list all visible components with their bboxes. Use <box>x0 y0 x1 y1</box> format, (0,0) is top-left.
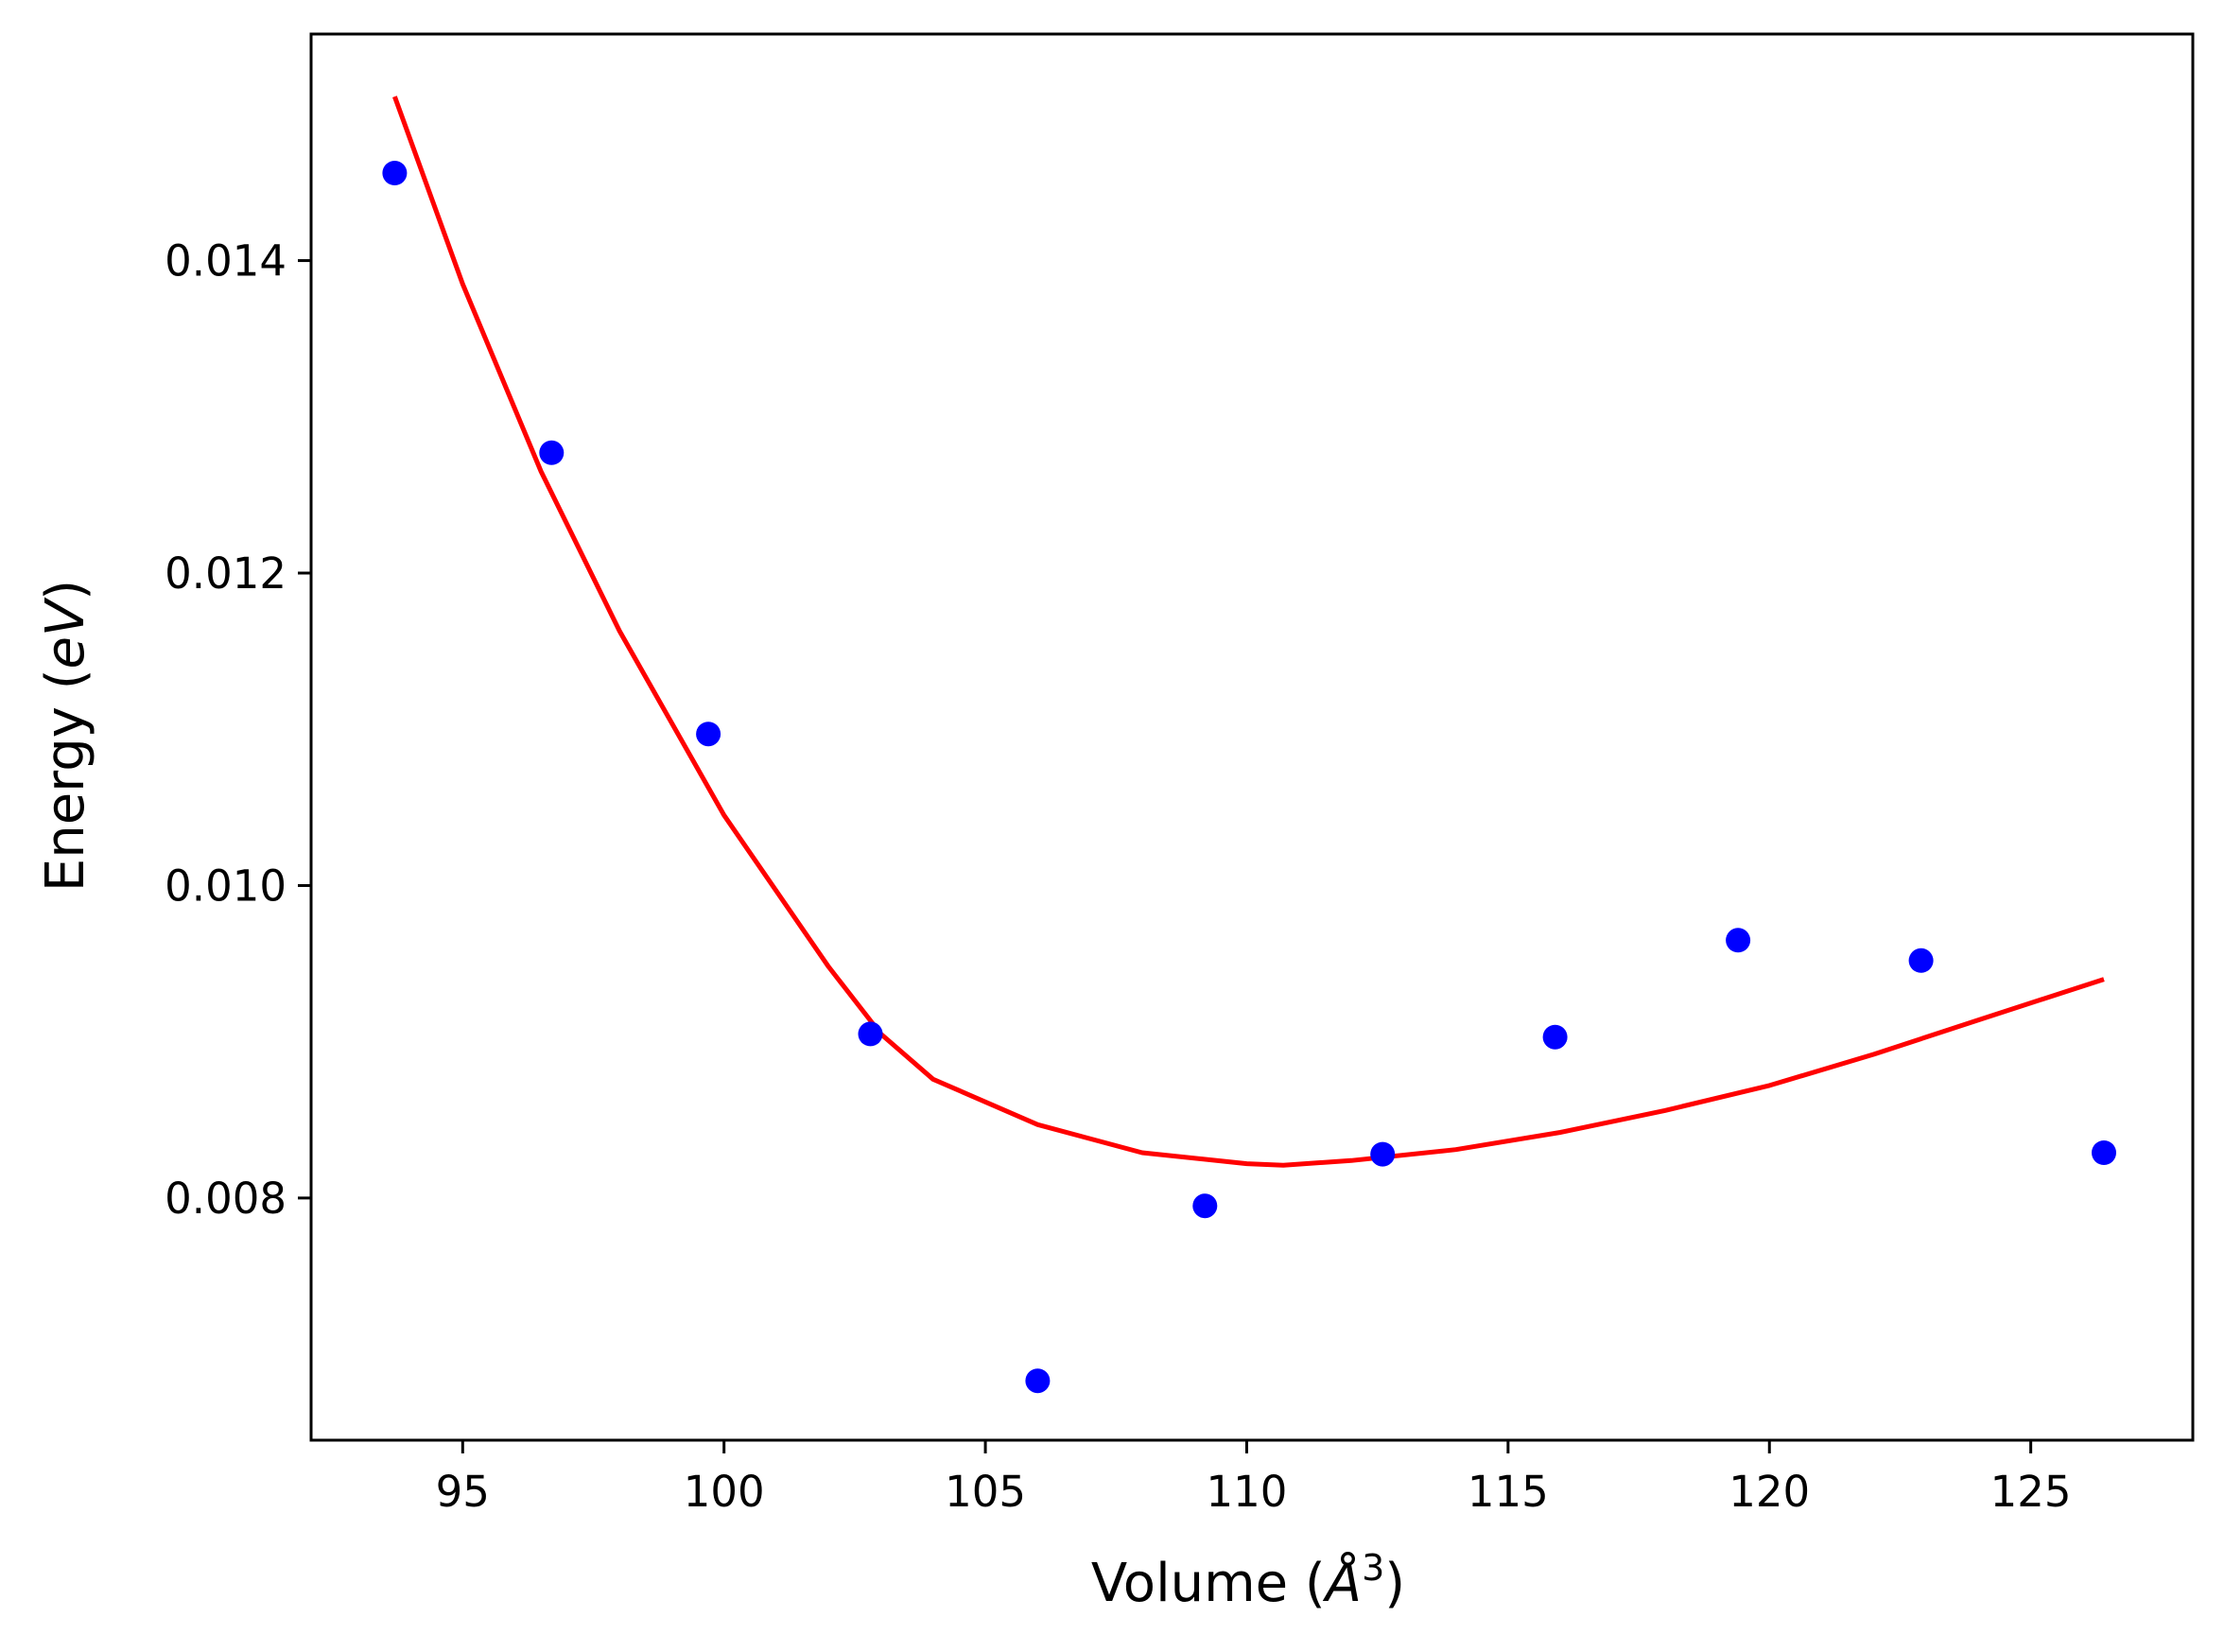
data-point <box>1542 1024 1568 1050</box>
data-point <box>382 161 408 185</box>
y-axis-label-prefix: Energy ( <box>35 669 96 892</box>
data-point <box>858 1021 883 1047</box>
data-point <box>1908 948 1934 973</box>
data-point <box>1726 928 1751 953</box>
x-axis-label-prefix: Volume ( <box>1091 1553 1326 1614</box>
x-tick-label: 125 <box>1990 1467 2072 1517</box>
data-point <box>696 722 721 747</box>
y-tick-label: 0.014 <box>165 236 287 287</box>
y-axis-label: Energy (eV) <box>35 580 96 892</box>
fit-curve-layer <box>392 96 2105 1168</box>
data-point <box>2092 1140 2116 1165</box>
x-tick-label: 115 <box>1468 1467 1549 1517</box>
y-axis-ticks: 0.008 0.010 0.012 0.014 <box>165 236 311 1224</box>
y-axis-label-suffix: ) <box>35 580 96 600</box>
data-points-layer <box>382 161 2116 1394</box>
x-tick-label: 120 <box>1729 1467 1810 1517</box>
x-axis-label-exponent: 3 <box>1362 1547 1384 1589</box>
plot-frame <box>309 32 2195 1442</box>
data-point <box>1370 1141 1396 1167</box>
y-tick-label: 0.010 <box>165 861 287 911</box>
data-point <box>1025 1368 1051 1394</box>
x-tick-label: 100 <box>684 1467 765 1517</box>
y-axis-label-unit: eV <box>35 597 96 669</box>
y-tick-label: 0.012 <box>165 548 287 599</box>
fit-curve <box>392 96 2105 1168</box>
data-point <box>539 440 565 465</box>
x-axis-label-unit: Å <box>1323 1552 1362 1614</box>
x-axis-ticks: 95 100 105 110 115 120 125 <box>436 1440 2072 1517</box>
x-tick-label: 95 <box>436 1467 490 1517</box>
x-axis-label: Volume (Å3) <box>1091 1547 1405 1614</box>
x-axis-label-suffix: ) <box>1384 1553 1405 1614</box>
x-tick-label: 105 <box>945 1467 1026 1517</box>
data-point <box>1192 1193 1218 1219</box>
x-tick-label: 110 <box>1207 1467 1288 1517</box>
y-tick-label: 0.008 <box>165 1174 287 1224</box>
